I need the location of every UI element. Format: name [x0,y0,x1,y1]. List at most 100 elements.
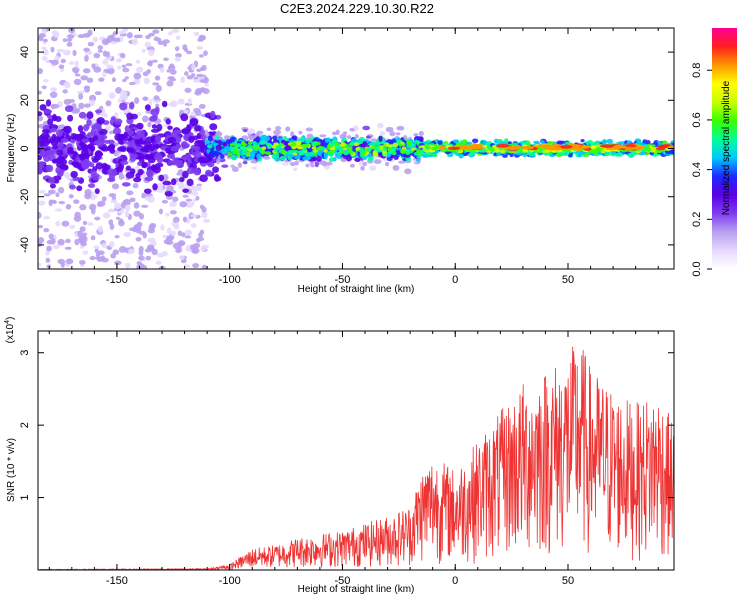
heatmap-cell [438,145,447,150]
heatmap-cell [294,154,301,160]
heatmap-cell [152,29,160,34]
heatmap-cell [161,199,169,204]
heatmap-cell [145,104,151,112]
heatmap-cell [89,203,97,211]
heatmap-cell [201,211,208,219]
heatmap-cell [38,35,44,42]
heatmap-cell [71,161,80,166]
heatmap-cell [665,149,672,155]
heatmap-cell [55,192,60,198]
snr-y-tick-label: 2 [19,422,31,428]
heatmap-cell [92,36,99,43]
heatmap-cell [38,211,42,219]
heatmap-cell [650,144,656,148]
heatmap-cell [242,148,248,153]
heatmap-cell [97,250,105,256]
heatmap-cell [129,168,136,175]
heatmap-cell [178,255,186,260]
heatmap-cell [77,34,86,39]
colorbar-tick-label: 0.6 [691,112,703,127]
heatmap-cell [185,198,192,202]
heatmap-cell [108,208,114,213]
heatmap-cell [203,218,211,223]
heatmap-cell [42,38,49,43]
colorbar-tick-label: 0.4 [691,162,703,177]
heatmap-cell [597,152,604,156]
heatmap-cell [170,230,176,236]
heatmap-cell [186,204,193,208]
heatmap-cell [613,145,625,149]
heatmap-cell [370,138,378,142]
heatmap-cell [460,144,474,149]
heatmap-cell [431,146,436,151]
heatmap-cell [184,48,189,53]
heatmap-cell [556,140,563,145]
heatmap-cell [168,102,175,107]
heatmap-cell [316,156,322,162]
heatmap-cell [207,144,213,149]
heatmap-cell [46,245,52,252]
heatmap-cell [112,249,120,255]
heatmap-cell [155,103,160,108]
colorbar-tick-label: 0.0 [691,261,703,276]
heatmap-cell [133,210,141,217]
heatmap-cell [362,125,371,131]
snr-y-axis-label: SNR (10 * v/v) [6,438,17,502]
heatmap-cell [93,52,101,59]
heatmap-cell [162,234,168,238]
heatmap-cell [91,63,96,69]
heatmap-cell [192,78,200,83]
heatmap-cell [79,204,87,211]
heatmap-cell [173,129,183,135]
heatmap-cell [335,144,341,148]
heatmap-cell [354,157,361,163]
heatmap-cell [280,149,286,154]
heatmap-cell [174,138,181,144]
heatmap-cell [365,135,371,139]
heatmap-cell [96,126,102,132]
heatmap-cell [190,191,199,196]
heatmap-cell [98,134,108,140]
spectrogram-x-ticks: -150 -100 -50 0 50 [48,28,659,286]
heatmap-cell [136,59,141,64]
heatmap-cell [183,135,190,140]
heatmap-cell [309,160,314,166]
heatmap-cell [112,31,118,36]
heatmap-cell [110,199,118,204]
heatmap-cell [471,138,479,144]
heatmap-cell [82,250,89,255]
heatmap-cell [86,77,94,83]
heatmap-cell [560,145,573,149]
heatmap-cell [149,222,157,228]
heatmap-cell [540,140,545,144]
heatmap-cell [145,255,151,261]
heatmap-cell [38,111,43,117]
heatmap-cell [606,138,614,144]
heatmap-cell [310,151,315,156]
heatmap-cell [38,162,44,170]
heatmap-cell [87,221,94,226]
heatmap-cell [135,80,141,84]
heatmap-cell [70,170,78,178]
heatmap-cell [48,176,55,184]
heatmap-cell [231,166,239,173]
heatmap-cell [87,183,96,188]
heatmap-cell [191,63,196,71]
heatmap-cell [152,183,158,191]
heatmap-cell [86,111,94,120]
heatmap-cell [387,144,393,148]
heatmap-cell [82,68,91,74]
heatmap-cell [649,148,656,153]
snr-x-tick-label: 50 [562,575,574,587]
heatmap-cells [38,28,674,269]
heatmap-cell [312,156,318,162]
heatmap-cell [112,127,122,135]
heatmap-cell [324,161,333,166]
heatmap-cell [91,191,96,198]
heatmap-cell [408,140,413,145]
heatmap-cell [198,103,206,110]
heatmap-cell [256,153,262,160]
heatmap-cell [605,152,611,156]
heatmap-cell [122,67,130,73]
heatmap-cell [133,134,141,140]
